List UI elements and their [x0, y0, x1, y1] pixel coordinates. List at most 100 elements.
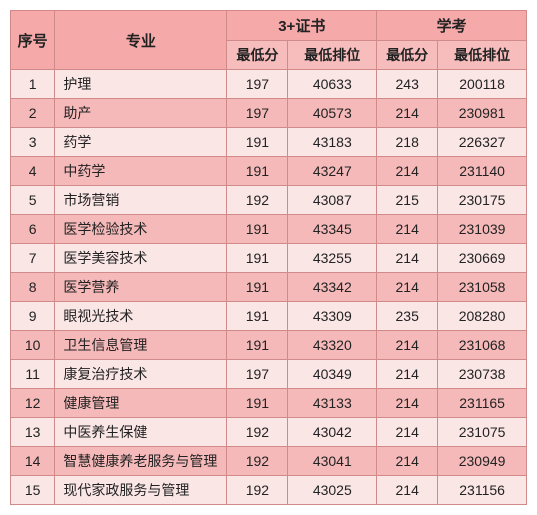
- cell-idx: 4: [11, 157, 55, 186]
- cell-cert-score: 197: [227, 360, 288, 389]
- cell-cert-rank: 43183: [288, 128, 377, 157]
- cell-idx: 10: [11, 331, 55, 360]
- cell-exam-score: 214: [377, 447, 438, 476]
- th-exam-min-score: 最低分: [377, 41, 438, 70]
- table-row: 4中药学19143247214231140: [11, 157, 527, 186]
- cell-cert-rank: 43247: [288, 157, 377, 186]
- cell-major: 健康管理: [55, 389, 227, 418]
- table-row: 8医学营养19143342214231058: [11, 273, 527, 302]
- cell-major: 市场营销: [55, 186, 227, 215]
- table-row: 12健康管理19143133214231165: [11, 389, 527, 418]
- cell-cert-score: 192: [227, 447, 288, 476]
- cell-cert-rank: 43309: [288, 302, 377, 331]
- cell-exam-score: 214: [377, 99, 438, 128]
- cell-exam-rank: 230175: [438, 186, 527, 215]
- cell-exam-rank: 230949: [438, 447, 527, 476]
- th-group-cert: 3+证书: [227, 11, 377, 41]
- cell-cert-rank: 40349: [288, 360, 377, 389]
- cell-cert-rank: 43087: [288, 186, 377, 215]
- cell-cert-rank: 43320: [288, 331, 377, 360]
- th-seq: 序号: [11, 11, 55, 70]
- cell-exam-rank: 231075: [438, 418, 527, 447]
- cell-exam-rank: 230981: [438, 99, 527, 128]
- cell-idx: 15: [11, 476, 55, 505]
- cell-major: 眼视光技术: [55, 302, 227, 331]
- table-row: 15现代家政服务与管理19243025214231156: [11, 476, 527, 505]
- cell-major: 卫生信息管理: [55, 331, 227, 360]
- cell-cert-score: 191: [227, 331, 288, 360]
- cell-exam-rank: 231039: [438, 215, 527, 244]
- cell-cert-score: 192: [227, 476, 288, 505]
- cell-cert-score: 191: [227, 302, 288, 331]
- cell-exam-score: 243: [377, 70, 438, 99]
- cell-exam-score: 214: [377, 244, 438, 273]
- th-cert-min-rank: 最低排位: [288, 41, 377, 70]
- table-row: 10卫生信息管理19143320214231068: [11, 331, 527, 360]
- cell-exam-rank: 226327: [438, 128, 527, 157]
- cell-cert-rank: 43025: [288, 476, 377, 505]
- cell-exam-score: 214: [377, 157, 438, 186]
- cell-major: 医学检验技术: [55, 215, 227, 244]
- cell-major: 护理: [55, 70, 227, 99]
- cell-cert-rank: 40573: [288, 99, 377, 128]
- cell-exam-rank: 208280: [438, 302, 527, 331]
- cell-exam-score: 218: [377, 128, 438, 157]
- cell-major: 康复治疗技术: [55, 360, 227, 389]
- admission-table: 序号 专业 3+证书 学考 最低分 最低排位 最低分 最低排位 1护理19740…: [10, 10, 527, 505]
- cell-major: 现代家政服务与管理: [55, 476, 227, 505]
- cell-exam-score: 214: [377, 215, 438, 244]
- cell-exam-rank: 231156: [438, 476, 527, 505]
- table-body: 1护理197406332432001182助产19740573214230981…: [11, 70, 527, 505]
- cell-exam-score: 214: [377, 476, 438, 505]
- cell-exam-score: 214: [377, 331, 438, 360]
- cell-cert-rank: 40633: [288, 70, 377, 99]
- cell-idx: 12: [11, 389, 55, 418]
- table-row: 2助产19740573214230981: [11, 99, 527, 128]
- cell-idx: 5: [11, 186, 55, 215]
- cell-exam-score: 214: [377, 273, 438, 302]
- cell-exam-score: 235: [377, 302, 438, 331]
- th-major: 专业: [55, 11, 227, 70]
- cell-idx: 2: [11, 99, 55, 128]
- cell-idx: 11: [11, 360, 55, 389]
- table-row: 7医学美容技术19143255214230669: [11, 244, 527, 273]
- cell-cert-score: 197: [227, 99, 288, 128]
- cell-cert-score: 191: [227, 273, 288, 302]
- cell-cert-rank: 43255: [288, 244, 377, 273]
- cell-exam-rank: 231165: [438, 389, 527, 418]
- cell-cert-score: 191: [227, 215, 288, 244]
- table-row: 1护理19740633243200118: [11, 70, 527, 99]
- table-row: 13中医养生保健19243042214231075: [11, 418, 527, 447]
- cell-cert-score: 191: [227, 157, 288, 186]
- cell-exam-score: 214: [377, 360, 438, 389]
- cell-idx: 7: [11, 244, 55, 273]
- cell-major: 中医养生保健: [55, 418, 227, 447]
- cell-cert-rank: 43133: [288, 389, 377, 418]
- cell-idx: 1: [11, 70, 55, 99]
- th-exam-min-rank: 最低排位: [438, 41, 527, 70]
- cell-cert-score: 191: [227, 128, 288, 157]
- cell-exam-rank: 231058: [438, 273, 527, 302]
- cell-major: 智慧健康养老服务与管理: [55, 447, 227, 476]
- cell-idx: 13: [11, 418, 55, 447]
- cell-cert-score: 191: [227, 389, 288, 418]
- cell-exam-rank: 200118: [438, 70, 527, 99]
- cell-major: 助产: [55, 99, 227, 128]
- th-group-exam: 学考: [377, 11, 527, 41]
- table-row: 14智慧健康养老服务与管理19243041214230949: [11, 447, 527, 476]
- cell-cert-score: 192: [227, 186, 288, 215]
- cell-exam-rank: 231140: [438, 157, 527, 186]
- th-cert-min-score: 最低分: [227, 41, 288, 70]
- cell-cert-score: 191: [227, 244, 288, 273]
- table-row: 3药学19143183218226327: [11, 128, 527, 157]
- table-row: 5市场营销19243087215230175: [11, 186, 527, 215]
- cell-cert-score: 192: [227, 418, 288, 447]
- cell-exam-rank: 230738: [438, 360, 527, 389]
- cell-major: 中药学: [55, 157, 227, 186]
- cell-exam-score: 215: [377, 186, 438, 215]
- cell-cert-rank: 43345: [288, 215, 377, 244]
- cell-exam-score: 214: [377, 418, 438, 447]
- cell-idx: 8: [11, 273, 55, 302]
- cell-major: 医学美容技术: [55, 244, 227, 273]
- cell-exam-rank: 230669: [438, 244, 527, 273]
